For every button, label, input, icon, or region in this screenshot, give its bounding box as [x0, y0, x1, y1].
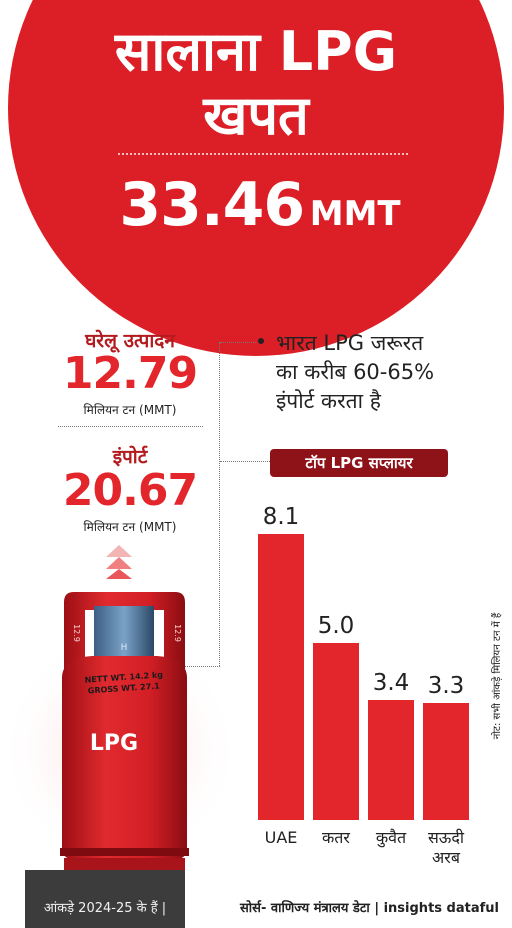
domestic-production-label: घरेलू उत्पादन: [85, 330, 175, 352]
lpg-cylinder-illustration: H NETT WT. 14.2 kg GROSS WT. 27.1 12.9 1…: [60, 592, 189, 876]
svg-text:H: H: [121, 643, 128, 653]
supplier-bar-chart: 8.1 UAE 5.0 कतर 3.4 कुवैत 3.3 सऊदी अरब: [250, 490, 490, 867]
cylinder-pedestal: [25, 870, 185, 928]
bar-1: [313, 643, 359, 820]
domestic-production-unit: मिलियन टन (MMT): [83, 403, 177, 417]
note-line-3: इंपोर्ट करता है: [276, 389, 381, 413]
note-bullet-dot: [258, 338, 264, 344]
domestic-production-value: 12.79: [62, 348, 198, 399]
hero-value-unit: MMT: [309, 194, 401, 234]
import-unit: मिलियन टन (MMT): [83, 520, 177, 534]
bar-value-label-1: 5.0: [317, 613, 355, 640]
cylinder-badge-left: 12.9: [72, 624, 81, 642]
bar-0: [258, 534, 304, 820]
connector-note: [220, 342, 256, 343]
category-label-2: कुवैत: [375, 828, 407, 847]
bar-2: [368, 699, 414, 820]
connector-cylinder: [185, 666, 220, 667]
category-label-3: सऊदी अरब: [427, 828, 465, 867]
hero-title-line2: खपत: [203, 84, 309, 147]
hero-value: 33.46 MMT: [90, 170, 430, 240]
note-line-1: भारत LPG जरूरत: [276, 331, 424, 355]
side-note: नोट: सभी आंकड़े मिलियन टन में हैं: [489, 588, 505, 764]
hero-value-number: 33.46: [119, 170, 305, 240]
bar-value-label-3: 3.3: [427, 673, 465, 700]
footer-source: सोर्स- वाणिज्य मंत्रालय डेटा | insights …: [240, 901, 499, 916]
hero-divider: [118, 153, 408, 155]
note-line-2: का करीब 60-65%: [276, 360, 435, 384]
bar-3: [423, 703, 469, 820]
connector-vertical: [219, 342, 220, 666]
footer-date-note: आंकड़े 2024-25 के हैं |: [43, 901, 167, 916]
category-label-1: कतर: [322, 828, 350, 847]
bar-value-label-0: 8.1: [262, 504, 300, 530]
up-chevrons-icon: [106, 545, 132, 579]
side-note-text: नोट: सभी आंकड़े मिलियन टन में हैं: [492, 612, 503, 740]
hero-title-line1: सालाना LPG: [114, 20, 398, 83]
chart-title: टॉप LPG सप्लायर: [270, 449, 448, 477]
stats-divider: [58, 426, 203, 427]
cylinder-label: LPG: [90, 731, 138, 756]
import-value: 20.67: [62, 465, 198, 516]
connector-pill: [220, 461, 270, 462]
import-label: इंपोर्ट: [112, 446, 148, 468]
bar-value-label-2: 3.4: [372, 669, 410, 696]
category-label-0: UAE: [264, 828, 298, 847]
cylinder-badge-right: 12.9: [173, 624, 182, 642]
